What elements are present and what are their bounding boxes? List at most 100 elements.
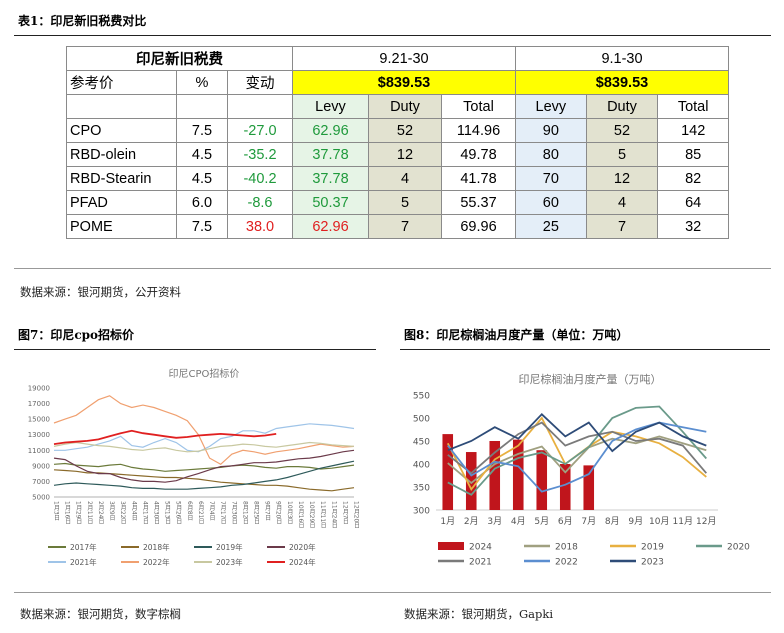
row-total2: 85	[657, 142, 729, 167]
col-total2: Total	[657, 94, 729, 119]
row-levy1: 37.78	[292, 166, 369, 191]
row-levy2: 80	[515, 142, 587, 167]
x-tick-label: 2月	[464, 516, 479, 527]
x-tick-label: 4月30日	[153, 501, 160, 526]
legend-label: 2024	[469, 543, 492, 553]
table-row: CPO 7.5 -27.0 62.96 52 114.96 90 52 142	[66, 118, 729, 143]
series-line-2024年	[53, 429, 277, 445]
x-tick-label: 8月	[605, 516, 620, 527]
row-change: 38.0	[227, 214, 293, 239]
y-tick-label: 11000	[28, 447, 50, 455]
cpo-tender-price-chart: 印尼CPO招标价 19000 17000 15000 13000 11000 9000 700…	[28, 367, 360, 567]
blank-cell	[176, 94, 228, 119]
row-pct: 7.5	[176, 214, 228, 239]
y-tick-label: 350	[413, 484, 430, 494]
bar-3月	[489, 441, 501, 510]
blank-cell	[66, 94, 177, 119]
fig8-title-rule	[400, 349, 770, 350]
change-label: 变动	[227, 70, 293, 95]
bar-7月	[583, 465, 595, 510]
series-line-2018	[447, 435, 707, 485]
y-tick-label: 300	[413, 507, 430, 517]
legend-label: 2019年	[216, 542, 243, 552]
row-duty1: 7	[368, 214, 442, 239]
row-total1: 49.78	[441, 142, 516, 167]
row-name: RBD-olein	[66, 142, 177, 167]
table-row: RBD-Stearin 4.5 -40.2 37.78 4 41.78 70 1…	[66, 166, 729, 191]
x-tick-label: 11月	[673, 516, 693, 527]
x-tick-label: 7月4日	[208, 501, 215, 522]
col-levy2: Levy	[515, 94, 587, 119]
x-tick-label: 1月29日	[75, 501, 82, 526]
row-duty2: 12	[585, 166, 659, 191]
fig8-title: 图8：印尼棕榈油月度产量（单位：万吨）	[404, 328, 629, 342]
row-levy1: 62.96	[292, 214, 369, 239]
x-tick-label: 6月8日	[186, 501, 193, 522]
series-line-2020年	[53, 449, 355, 483]
x-tick-label: 4月17日	[141, 501, 148, 526]
period1-price: $839.53	[292, 70, 516, 95]
series-line-2019年	[53, 460, 355, 490]
y-tick-label: 15000	[28, 416, 50, 424]
series-line-2023年	[53, 441, 355, 453]
legend-label: 2021年	[70, 557, 97, 567]
x-tick-label: 6月	[558, 516, 573, 527]
legend-label: 2018年	[143, 542, 170, 552]
row-total1: 69.96	[441, 214, 516, 239]
row-name: RBD-Stearin	[66, 166, 177, 191]
legend-label: 2024年	[289, 557, 316, 567]
x-tick-label: 10月29日	[308, 501, 315, 530]
y-tick-label: 5000	[32, 494, 50, 502]
x-tick-label: 5月26日	[175, 501, 182, 526]
legend-label: 2022	[555, 558, 578, 568]
legend-swatch	[438, 542, 464, 550]
row-name: PFAD	[66, 190, 177, 215]
x-tick-label: 5月	[534, 516, 549, 527]
row-pct: 7.5	[176, 118, 228, 143]
fig7-title: 图7：印尼cpo招标价	[18, 328, 135, 342]
fig7-source: 数据来源：银河期货，数字棕榈	[20, 607, 181, 621]
row-total2: 64	[657, 190, 729, 215]
x-tick-label: 7月	[581, 516, 596, 527]
x-tick-label: 10月3日	[286, 501, 293, 526]
x-tick-label: 11月24日	[330, 501, 337, 530]
bar-2月	[465, 452, 477, 510]
col-duty2: Duty	[585, 94, 659, 119]
row-total2: 142	[657, 118, 729, 143]
bar-4月	[512, 439, 524, 510]
row-total2: 82	[657, 166, 729, 191]
series-line-2021	[447, 421, 707, 475]
legend-label: 2022年	[143, 557, 170, 567]
ref-price-label: 参考价	[66, 70, 177, 95]
row-duty2: 52	[585, 118, 659, 143]
x-tick-label: 10月	[649, 516, 669, 527]
period2-header: 9.1-30	[515, 46, 729, 71]
col-total1: Total	[441, 94, 516, 119]
row-change: -27.0	[227, 118, 293, 143]
row-duty1: 5	[368, 190, 442, 215]
row-levy1: 37.78	[292, 142, 369, 167]
row-duty2: 5	[585, 142, 659, 167]
table-title-rule	[14, 35, 771, 36]
legend-label: 2020	[727, 543, 750, 553]
x-tick-label: 11月11日	[319, 501, 326, 530]
x-tick-label: 8月12日	[241, 501, 248, 526]
x-tick-label: 7月30日	[230, 501, 237, 526]
col-levy1: Levy	[292, 94, 369, 119]
x-tick-label: 3月22日	[119, 501, 126, 526]
row-duty2: 7	[585, 214, 659, 239]
y-tick-label: 500	[413, 415, 430, 425]
y-tick-label: 17000	[28, 400, 50, 408]
row-pct: 4.5	[176, 166, 228, 191]
x-tick-label: 1月16日	[64, 501, 71, 526]
row-name: POME	[66, 214, 177, 239]
x-tick-label: 7月17日	[219, 501, 226, 526]
row-levy2: 60	[515, 190, 587, 215]
fig8-source: 数据来源：银河期货，Gapki	[404, 607, 554, 621]
period1-header: 9.21-30	[292, 46, 516, 71]
x-tick-label: 4月	[511, 516, 526, 527]
legend-label: 2021	[469, 558, 492, 568]
col-duty1: Duty	[368, 94, 442, 119]
series-line-2022	[447, 421, 707, 493]
x-tick-label: 1月	[440, 516, 455, 527]
